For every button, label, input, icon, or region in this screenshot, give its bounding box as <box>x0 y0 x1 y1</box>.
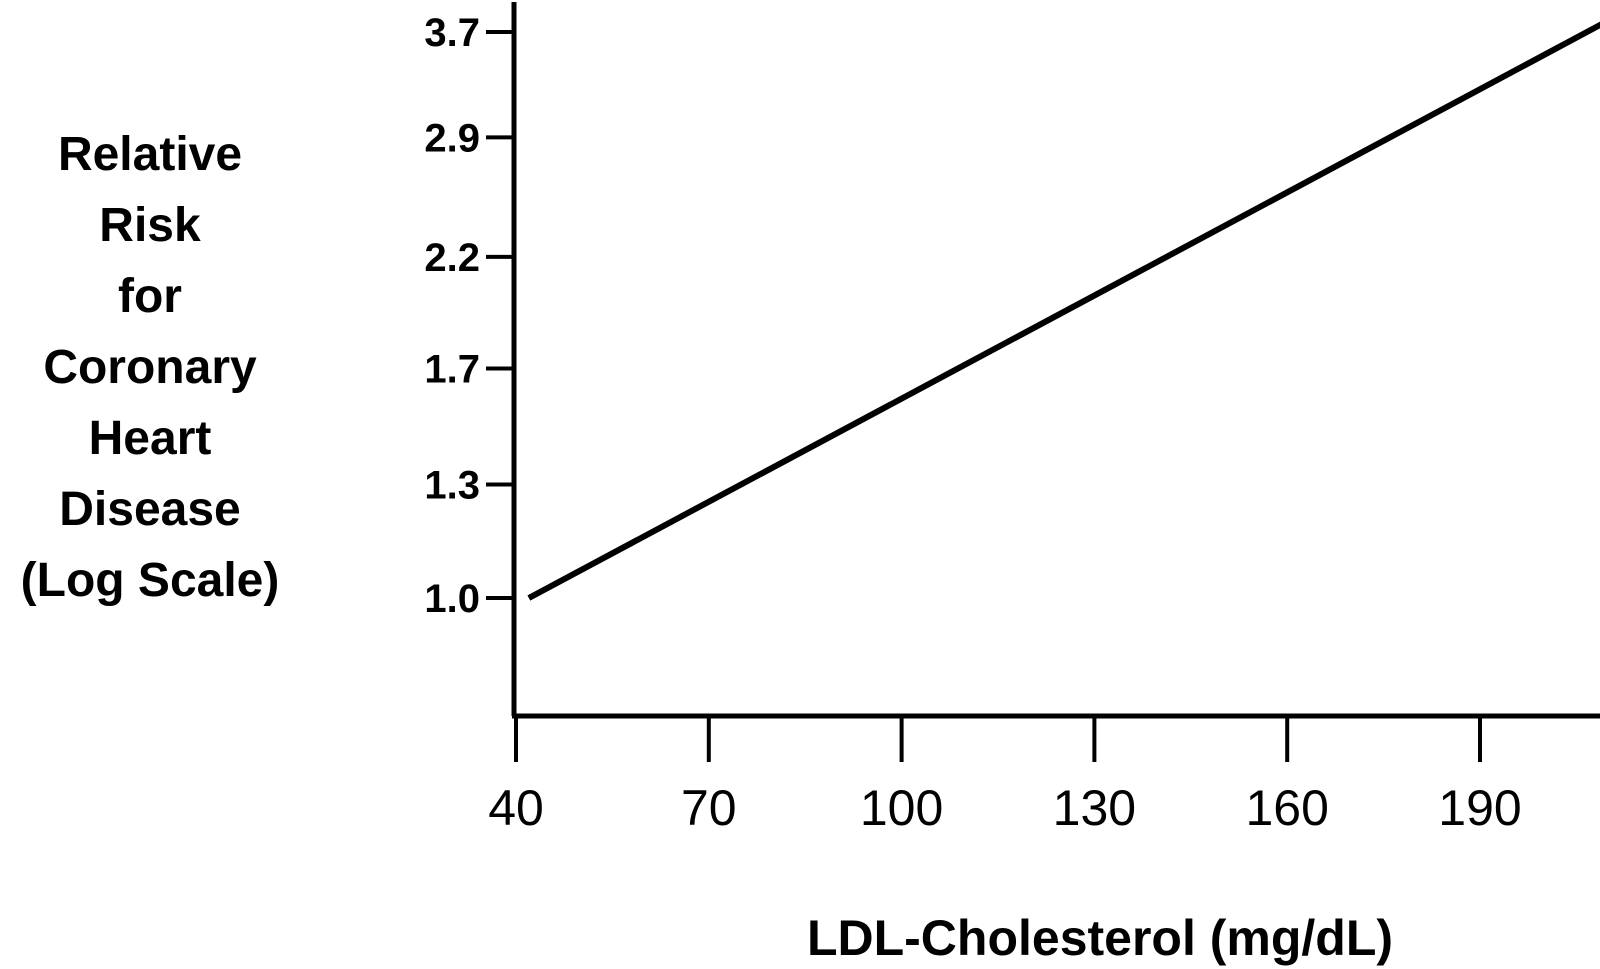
y-tick-label: 2.2 <box>424 236 480 280</box>
y-axis-label-line: Heart <box>89 412 212 465</box>
y-axis-label-line: Relative <box>58 128 242 181</box>
x-axis-ticks: 40 70 100 130 160 190 <box>488 716 1522 836</box>
y-tick-label: 1.3 <box>424 463 480 507</box>
y-axis-label: Relative Risk for Coronary Heart Disease (Log … <box>21 128 280 607</box>
y-axis-label-line: Disease <box>59 483 240 536</box>
y-axis-label-line: (Log Scale) <box>21 554 280 607</box>
x-tick-label: 100 <box>860 780 943 836</box>
y-tick-label: 3.7 <box>424 11 480 55</box>
y-tick-label: 2.9 <box>424 116 480 160</box>
y-axis-label-line: for <box>118 270 182 323</box>
y-axis-ticks: 1.0 1.3 1.7 2.2 2.9 3.7 <box>424 11 514 621</box>
x-tick-label: 70 <box>681 780 737 836</box>
series-line <box>527 21 1600 601</box>
x-tick-label: 160 <box>1245 780 1328 836</box>
x-axis-label: LDL-Cholesterol (mg/dL) <box>807 910 1393 966</box>
y-tick-label: 1.0 <box>424 577 480 621</box>
y-axis-label-line: Risk <box>99 199 201 252</box>
x-tick-label: 130 <box>1053 780 1136 836</box>
x-tick-label: 40 <box>488 780 544 836</box>
series-group <box>527 21 1600 601</box>
x-tick-label: 190 <box>1438 780 1521 836</box>
y-axis-label-line: Coronary <box>43 341 257 394</box>
y-tick-label: 1.7 <box>424 347 480 391</box>
